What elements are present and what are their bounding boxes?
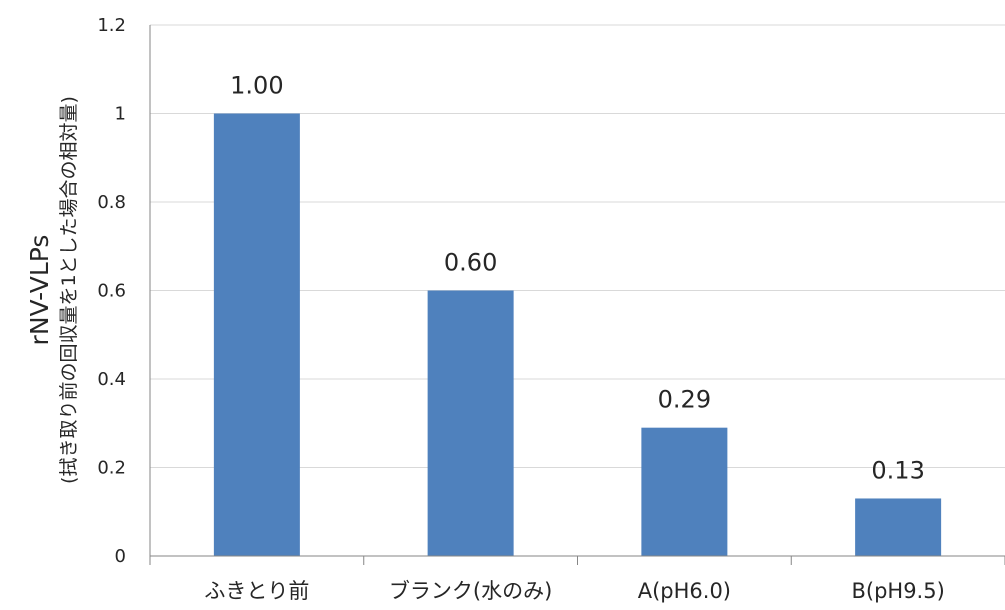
y-tick-label: 1.2 [97,15,126,36]
y-tick-labels: 0 0.2 0.4 0.6 0.8 1 1.2 [97,15,126,567]
y-tick-label: 0.4 [97,369,126,390]
bar [427,290,514,556]
data-label: 1.00 [230,72,283,100]
bar [213,113,300,556]
data-label: 0.29 [658,386,711,414]
bar [855,498,942,556]
y-axis-sublabel: (拭き取り前の回収量を1とした場合の相対量) [58,96,80,484]
x-category-label: ブランク(水のみ) [389,579,552,603]
y-axis-title: rNV-VLPs (拭き取り前の回収量を1とした場合の相対量) [25,96,80,484]
y-tick-label: 0.8 [97,192,126,213]
x-category-labels: ふきとり前 ブランク(水のみ) A(pH6.0) B(pH9.5) [204,579,944,603]
data-label: 0.60 [444,249,497,277]
y-tick-label: 0 [115,546,126,567]
bar [641,427,728,556]
data-label: 0.13 [871,456,924,484]
y-tick-label: 0.6 [97,281,126,302]
bars [213,113,942,556]
axes [149,25,1005,565]
x-category-label: A(pH6.0) [638,579,731,603]
x-category-label: ふきとり前 [204,579,309,603]
x-category-label: B(pH9.5) [851,579,944,603]
y-tick-label: 0.2 [97,458,126,479]
y-axis-label: rNV-VLPs [25,235,54,346]
data-labels: 1.00 0.60 0.29 0.13 [230,72,925,485]
y-tick-label: 1 [115,104,126,125]
